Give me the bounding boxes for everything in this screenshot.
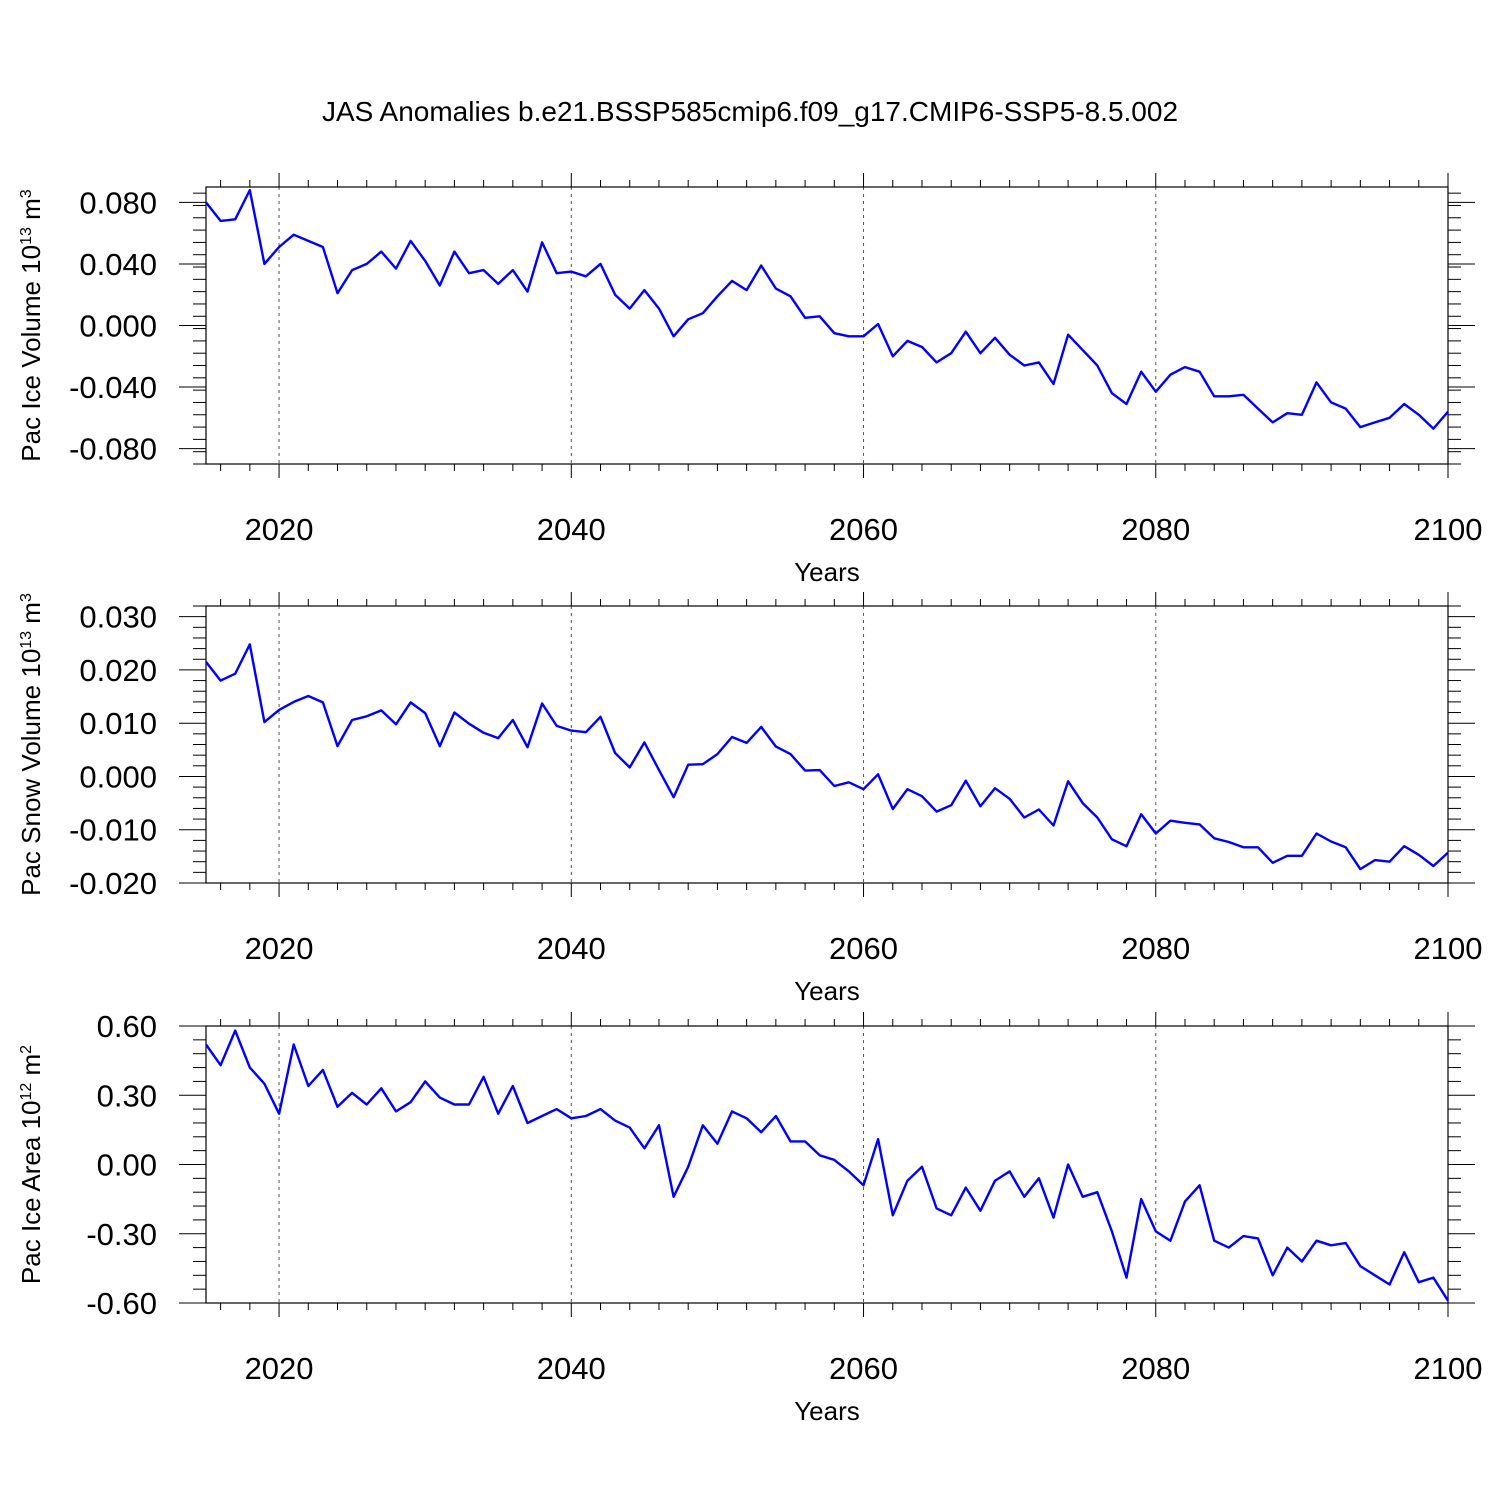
y-tick-label: 0.080 — [79, 185, 157, 220]
x-tick-label: 2060 — [829, 931, 898, 966]
y-tick-label: 0.00 — [97, 1148, 157, 1183]
x-tick-label: 2100 — [1414, 931, 1483, 966]
y-axis-label: Pac Ice Area 1012 m2 — [16, 1045, 46, 1284]
x-tick-label: 2100 — [1414, 1351, 1483, 1386]
plot-frame — [205, 605, 1449, 884]
x-tick-label: 2020 — [245, 512, 314, 547]
y-tick-label: 0.30 — [97, 1078, 157, 1113]
x-tick-label: 2040 — [537, 1351, 606, 1386]
y-axis-label: Pac Snow Volume 1013 m3 — [16, 593, 46, 896]
y-tick-label: 0.010 — [79, 706, 157, 741]
x-axis-label: Years — [794, 557, 860, 587]
x-tick-label: 2040 — [537, 512, 606, 547]
y-tick-label: -0.040 — [69, 370, 157, 405]
x-tick-label: 2080 — [1121, 931, 1190, 966]
x-tick-label: 2040 — [537, 931, 606, 966]
panel-ice-volume: 2020 2040 2060 2080 2100 -0.080 -0.040 0.000 0.0… — [16, 173, 1482, 587]
y-tick-label: 0.000 — [79, 309, 157, 344]
x-tick-label: 2020 — [245, 931, 314, 966]
panel-snow-volume: 2020 2040 2060 2080 2100 -0.020 -0.010 0.000 0.0… — [16, 592, 1482, 1006]
series-line-snow-volume — [205, 643, 1449, 871]
y-tick-label: -0.020 — [69, 866, 157, 901]
y-tick-label: 0.030 — [79, 600, 157, 635]
y-tick-label: 0.020 — [79, 653, 157, 688]
series-line-ice-area — [205, 1029, 1450, 1302]
x-tick-label: 2060 — [829, 512, 898, 547]
figure-title: JAS Anomalies b.e21.BSSP585cmip6.f09_g17… — [321, 96, 1179, 127]
x-tick-label: 2080 — [1121, 1351, 1190, 1386]
x-tick-label: 2020 — [245, 1351, 314, 1386]
x-tick-label: 2100 — [1414, 512, 1483, 547]
y-tick-label: 0.000 — [79, 759, 157, 794]
plot-frame — [205, 1025, 1449, 1304]
y-tick-label: -0.60 — [86, 1286, 157, 1321]
x-tick-label: 2080 — [1121, 512, 1190, 547]
y-axis-label: Pac Ice Volume 1013 m3 — [16, 189, 46, 462]
x-axis-label: Years — [794, 1396, 860, 1426]
x-axis-label: Years — [794, 976, 860, 1006]
y-tick-label: -0.010 — [69, 813, 157, 848]
y-tick-label: 0.60 — [97, 1009, 157, 1044]
x-tick-label: 2060 — [829, 1351, 898, 1386]
y-tick-label: 0.040 — [79, 247, 157, 282]
series-line-ice-volume — [205, 188, 1449, 430]
plot-frame — [205, 186, 1449, 465]
y-tick-label: -0.30 — [86, 1217, 157, 1252]
panel-ice-area: 2020 2040 2060 2080 2100 -0.60 -0.30 0.00 0.30 0.… — [16, 1009, 1482, 1426]
y-tick-label: -0.080 — [69, 432, 157, 467]
